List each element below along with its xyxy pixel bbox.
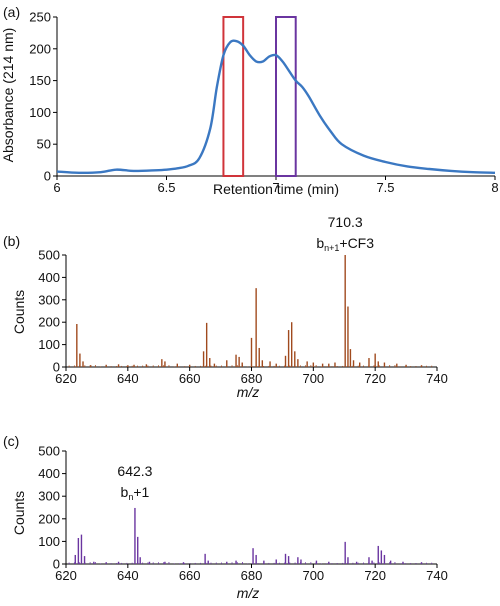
panel-b-x-tick-label-4: 700	[302, 371, 324, 386]
panel-c-y-tick-label-2: 200	[38, 511, 60, 526]
panel-b-y-tick-label-5: 500	[38, 248, 60, 263]
panel-a-x-tick-label-0: 6	[53, 180, 60, 195]
panel-c-x-tick-label-0: 620	[55, 568, 77, 583]
panel-c-x-axis-title: m/z	[237, 585, 260, 601]
panel-a-x-tick-label-3: 7.5	[376, 180, 394, 195]
panel-a-x-tick-label-1: 6.5	[157, 180, 175, 195]
panel-b-x-tick-label-5: 720	[364, 371, 386, 386]
panel-c-x-tick-label-4: 700	[302, 568, 324, 583]
panel-b-y-tick-label-0: 0	[53, 360, 60, 375]
panel-c-y-axis-title: Counts	[11, 491, 27, 535]
panel-c-x-tick-label-5: 720	[364, 568, 386, 583]
panel-a-chromatogram: (a) 6 6.5 7 7.5 8 0 50 100 150 200 250 Retention t…	[0, 4, 499, 197]
panel-b-x-tick-label-0: 620	[55, 371, 77, 386]
panel-c-y-tick-label-5: 500	[38, 444, 60, 459]
panel-b-y-axis-title: Counts	[11, 290, 27, 334]
panel-c-plot-area: 620 640 660 680 700 720 740 0 100 200 300 400 500 642…	[38, 444, 448, 584]
panel-c-annotation-ion: bn+1	[121, 484, 150, 502]
panel-a-y-tick-label-0: 0	[44, 169, 51, 184]
panel-b-x-tick-label-6: 740	[426, 371, 448, 386]
panel-c-x-tick-label-6: 740	[426, 568, 448, 583]
panel-a-y-tick-label-3: 150	[29, 73, 51, 88]
panel-b-y-tick-label-2: 200	[38, 315, 60, 330]
panel-c-x-tick-label-2: 660	[179, 568, 201, 583]
panel-c-annotation-mz: 642.3	[117, 463, 152, 479]
panel-a-absorbance-line	[56, 39, 496, 175]
panel-b-annotation-ion-subscript: n+1	[324, 243, 339, 253]
panel-a-x-axis-title: Retention time (min)	[213, 181, 339, 197]
panel-c-y-tick-label-3: 300	[38, 489, 60, 504]
panel-b-x-axis-title: m/z	[237, 384, 260, 400]
panel-a-plot-area: 6 6.5 7 7.5 8 0 50 100 150 200 250	[29, 10, 498, 196]
panel-b-y-tick-label-3: 300	[38, 292, 60, 307]
panel-b-x-tick-label-1: 640	[117, 371, 139, 386]
panel-c-annotation-ion-suffix: +1	[133, 484, 149, 500]
panel-a-y-tick-label-1: 50	[37, 137, 51, 152]
panel-a-x-tick-label-2: 7	[272, 180, 279, 195]
panel-b-annotation-ion: bn+1+CF3	[316, 235, 374, 253]
panel-c-y-tick-label-4: 400	[38, 466, 60, 481]
panel-a-y-tick-label-2: 100	[29, 105, 51, 120]
panel-c-x-tick-label-3: 680	[241, 568, 263, 583]
panel-a-y-tick-label-4: 200	[29, 41, 51, 56]
panel-a-y-tick-label-5: 250	[29, 10, 51, 25]
panel-b-annotation-mz: 710.3	[328, 214, 363, 230]
panel-b-x-tick-label-2: 660	[179, 371, 201, 386]
panel-c-annotation-ion-letter: b	[121, 484, 129, 500]
panel-c-annotation-ion-subscript: n	[128, 492, 133, 502]
panel-a-y-axis-title: Absorbance (214 nm)	[0, 28, 16, 163]
panel-a-x-tick-label-4: 8	[491, 180, 498, 195]
panel-c-y-tick-label-0: 0	[53, 557, 60, 572]
panel-b-annotation-ion-suffix: +CF3	[339, 235, 374, 251]
panel-b-y-tick-label-4: 400	[38, 270, 60, 285]
panel-c-label: (c)	[3, 433, 19, 449]
panel-a-fraction-window-1	[275, 16, 297, 177]
panel-b-mass-spectrum: (b) 620 640 660 680 700 720 740 0 100 200 300 400 50…	[3, 214, 448, 400]
panel-b-annotation-ion-letter: b	[316, 235, 324, 251]
panel-a-fraction-window-0	[222, 16, 245, 177]
panel-c-mass-spectrum: (c) 620 640 660 680 700 720 740 0 100 200 300 400 50…	[3, 433, 448, 601]
panel-b-label: (b)	[3, 233, 20, 249]
panel-b-y-tick-label-1: 100	[38, 337, 60, 352]
panel-b-x-tick-label-3: 680	[241, 371, 263, 386]
panel-c-y-tick-label-1: 100	[38, 534, 60, 549]
panel-c-x-tick-label-1: 640	[117, 568, 139, 583]
panel-b-plot-area: 620 640 660 680 700 720 740 0 100 200 300 400 500 710…	[38, 214, 448, 386]
panel-a-label: (a)	[3, 4, 20, 20]
